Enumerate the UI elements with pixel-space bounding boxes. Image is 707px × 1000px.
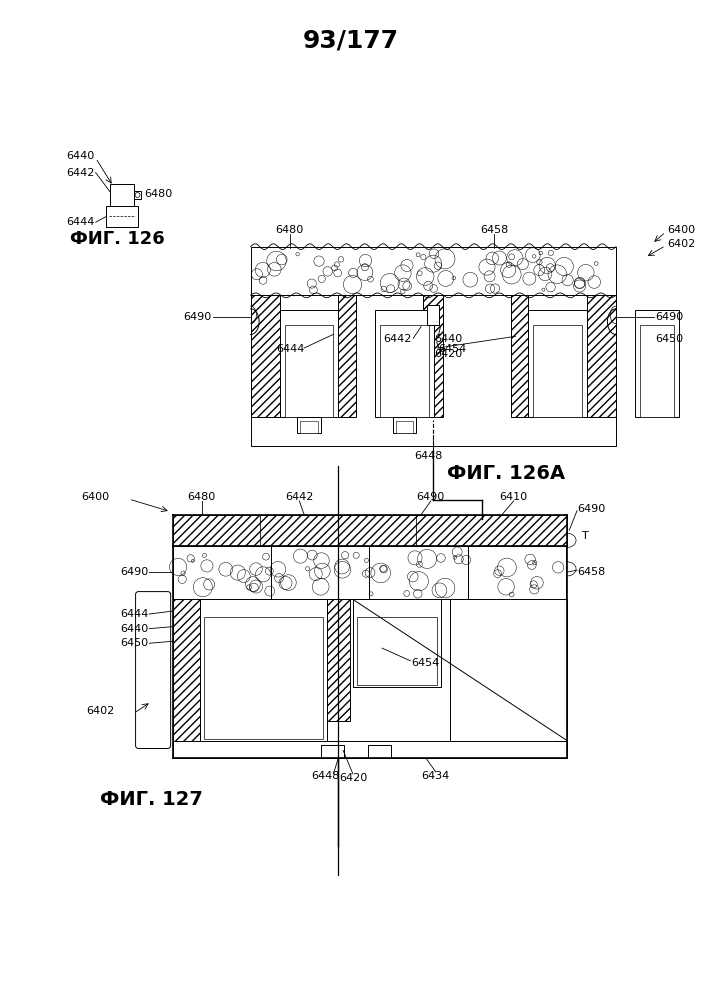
Bar (285, 325, 334, 417)
Bar (106, 206, 138, 227)
Text: ФИГ. 126А: ФИГ. 126А (448, 464, 566, 483)
Bar (134, 191, 141, 199)
Text: 6450: 6450 (655, 334, 683, 344)
Bar (327, 599, 350, 721)
Text: 6454: 6454 (411, 658, 440, 668)
Text: 6440: 6440 (66, 151, 95, 161)
Text: 6444: 6444 (276, 344, 304, 354)
Bar (468, 546, 566, 599)
Text: 6444: 6444 (66, 217, 95, 227)
Text: 6440: 6440 (120, 624, 148, 634)
Text: 6450: 6450 (120, 638, 148, 648)
Bar (423, 295, 443, 417)
Text: 6448: 6448 (311, 771, 339, 781)
Bar (450, 599, 567, 741)
Text: ФИГ. 127: ФИГ. 127 (100, 790, 202, 809)
Bar (357, 617, 437, 685)
Text: 93/177: 93/177 (303, 28, 399, 52)
Bar (250, 295, 616, 446)
Text: ФИГ. 126: ФИГ. 126 (70, 230, 165, 248)
Text: 6442: 6442 (285, 492, 313, 502)
Bar (380, 325, 429, 417)
Bar (271, 546, 370, 599)
Bar (173, 515, 567, 546)
Bar (641, 325, 674, 417)
Text: T: T (582, 531, 589, 541)
Bar (370, 546, 468, 599)
Bar (353, 599, 440, 687)
Text: 6454: 6454 (438, 344, 467, 354)
Bar (200, 599, 327, 741)
Text: 6490: 6490 (183, 312, 211, 322)
Text: 6410: 6410 (500, 492, 527, 502)
FancyBboxPatch shape (136, 592, 170, 748)
Bar (533, 325, 582, 417)
Text: 6402: 6402 (667, 239, 696, 249)
Text: 6490: 6490 (577, 504, 605, 514)
Text: 6490: 6490 (655, 312, 683, 322)
Bar (528, 310, 587, 417)
Text: 6420: 6420 (435, 349, 463, 359)
Bar (427, 305, 438, 325)
Text: 6458: 6458 (480, 225, 508, 235)
Bar (110, 184, 134, 206)
Text: 6480: 6480 (144, 189, 173, 199)
Text: 6444: 6444 (120, 609, 148, 619)
Text: 6480: 6480 (276, 225, 304, 235)
Bar (393, 417, 416, 433)
Text: 6442: 6442 (66, 168, 95, 178)
Text: 6448: 6448 (415, 451, 443, 461)
Text: 6402: 6402 (86, 706, 114, 716)
Text: 6400: 6400 (81, 492, 110, 502)
Text: 6440: 6440 (435, 334, 463, 344)
Bar (298, 417, 321, 433)
Text: 6442: 6442 (383, 334, 411, 344)
Bar (636, 310, 679, 417)
Bar (250, 295, 280, 417)
Bar (321, 745, 344, 758)
Text: 6434: 6434 (421, 771, 450, 781)
Bar (510, 295, 528, 417)
Bar (375, 310, 434, 417)
Bar (280, 310, 338, 417)
Bar (173, 546, 271, 599)
Bar (338, 295, 356, 417)
Text: 6458: 6458 (577, 567, 605, 577)
Bar (587, 295, 616, 417)
Bar (300, 421, 318, 433)
Bar (250, 247, 616, 295)
Text: 6490: 6490 (416, 492, 445, 502)
Text: 6480: 6480 (188, 492, 216, 502)
Bar (204, 617, 322, 739)
Bar (173, 741, 567, 758)
Text: 6420: 6420 (339, 773, 367, 783)
Bar (368, 745, 391, 758)
Bar (173, 599, 200, 741)
Text: 6400: 6400 (667, 225, 696, 235)
Text: 6490: 6490 (120, 567, 148, 577)
Bar (396, 421, 414, 433)
